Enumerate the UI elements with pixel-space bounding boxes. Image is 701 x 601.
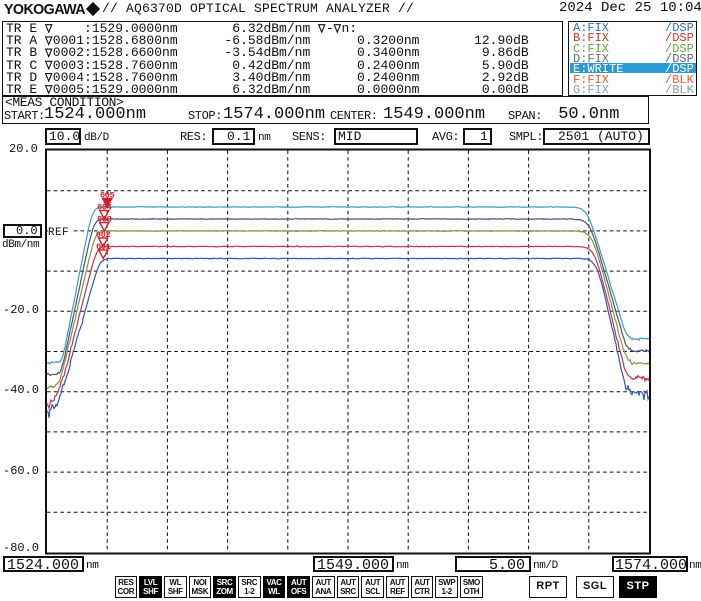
svg-text:REF: REF: [48, 227, 69, 239]
svg-text:005: 005: [100, 190, 115, 200]
svg-text:004: 004: [97, 202, 112, 212]
svg-text:001: 001: [96, 242, 111, 252]
svg-text:003: 003: [97, 214, 112, 224]
svg-text:002: 002: [96, 230, 111, 240]
